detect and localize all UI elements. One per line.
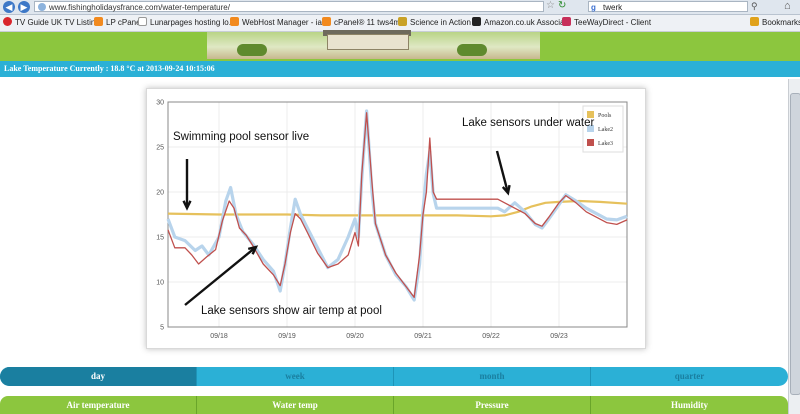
- vertical-scrollbar[interactable]: [788, 79, 800, 414]
- legend-swatch: [587, 125, 594, 132]
- annotation-text: Lake sensors under water: [462, 117, 594, 129]
- tab-humidity[interactable]: Humidity: [670, 400, 708, 410]
- bookmark-star-icon[interactable]: ☆: [546, 0, 555, 11]
- measurement-tabs: Air temperature Water temp Pressure Humi…: [0, 396, 788, 414]
- y-tick-label: 30: [156, 100, 164, 107]
- tab-air-temperature[interactable]: Air temperature: [0, 396, 197, 414]
- x-tick-label: 09/21: [414, 333, 432, 340]
- address-bar[interactable]: www.fishingholidaysfrance.com/water-temp…: [34, 1, 544, 12]
- status-text: Lake Temperature Currently : 18.8 °C at …: [4, 64, 215, 73]
- tag-icon: [562, 17, 571, 26]
- banner-house: [327, 34, 409, 50]
- x-tick-label: 09/18: [210, 333, 228, 340]
- heart-icon: [3, 17, 12, 26]
- tab-month[interactable]: month: [394, 367, 591, 386]
- annotation-arrowhead: [182, 200, 192, 211]
- cpanel-icon: [322, 17, 331, 26]
- browser-toolbar: ◀ ▶ www.fishingholidaysfrance.com/water-…: [0, 0, 800, 15]
- series-line-lake3: [167, 112, 628, 298]
- bookmark-item-amazon[interactable]: Amazon.co.uk Associa...: [472, 17, 571, 29]
- period-tabs: day week month quarter: [0, 367, 788, 386]
- tab-pressure[interactable]: Pressure: [394, 396, 591, 414]
- tab-week[interactable]: week: [197, 367, 394, 386]
- bookmark-item-teewaydirect[interactable]: TeeWayDirect - Client: [562, 17, 651, 29]
- banner-bush: [457, 44, 487, 56]
- annotation-arrowhead: [501, 184, 511, 196]
- y-tick-label: 5: [160, 325, 164, 332]
- annotation-arrow: [495, 150, 510, 194]
- bookmarks-bar: TV Guide UK TV Listin... LP cPanel Lunar…: [0, 15, 800, 32]
- search-icon[interactable]: ⚲: [751, 1, 758, 11]
- amazon-icon: [472, 17, 481, 26]
- bookmark-item-lp-cpanel[interactable]: LP cPanel: [94, 17, 142, 29]
- legend-label: Lake2: [598, 127, 613, 133]
- address-bar-url: www.fishingholidaysfrance.com/water-temp…: [49, 3, 230, 12]
- lake-temperature-status: Lake Temperature Currently : 18.8 °C at …: [0, 61, 800, 77]
- legend-label: Pools: [598, 113, 612, 119]
- bookmark-item-lunarpages[interactable]: Lunarpages hosting lo...: [138, 17, 235, 29]
- search-input[interactable]: g twerk: [588, 1, 748, 12]
- annotation-arrow: [184, 246, 257, 306]
- tab-quarter[interactable]: quarter: [674, 371, 705, 381]
- legend-swatch: [587, 139, 594, 146]
- y-tick-label: 20: [156, 190, 164, 197]
- site-header: [0, 30, 800, 61]
- folder-icon: [398, 17, 407, 26]
- cpanel-icon: [230, 17, 239, 26]
- x-tick-label: 09/19: [278, 333, 296, 340]
- bookmark-item-webhost-manager[interactable]: WebHost Manager - ia...: [230, 17, 329, 29]
- legend-label: Lake3: [598, 141, 613, 147]
- x-tick-label: 09/20: [346, 333, 364, 340]
- scrollbar-thumb[interactable]: [790, 93, 800, 395]
- google-icon: g: [591, 3, 596, 12]
- y-tick-label: 10: [156, 280, 164, 287]
- reload-icon[interactable]: ↻: [558, 0, 567, 11]
- chart-panel: 5 10 15 20 25 30 09/18 09/19 09/20 09/21 09/22 09/2…: [146, 88, 646, 349]
- legend-swatch: [587, 111, 594, 118]
- bookmark-item-bookmarks[interactable]: Bookmarks: [750, 17, 800, 29]
- bookmark-item-science-in-action[interactable]: Science in Action: [398, 17, 471, 29]
- search-input-value: twerk: [603, 3, 623, 12]
- banner-house-roof: [323, 30, 411, 36]
- tab-water-temp[interactable]: Water temp: [197, 396, 394, 414]
- annotation-text: Lake sensors show air temp at pool: [201, 305, 382, 317]
- annotation-arrowhead: [247, 245, 259, 255]
- banner-bush: [237, 44, 267, 56]
- y-tick-label: 25: [156, 145, 164, 152]
- y-tick-label: 15: [156, 235, 164, 242]
- back-arrow-icon[interactable]: ◀: [3, 1, 15, 13]
- annotation-text: Swimming pool sensor live: [173, 131, 309, 143]
- star-icon: [750, 17, 759, 26]
- bookmark-item-tv-guide[interactable]: TV Guide UK TV Listin...: [3, 17, 102, 29]
- x-tick-label: 09/22: [482, 333, 500, 340]
- home-icon[interactable]: ⌂: [784, 0, 791, 12]
- forward-arrow-icon[interactable]: ▶: [18, 1, 30, 13]
- temperature-chart: 5 10 15 20 25 30 09/18 09/19 09/20 09/21 09/22 09/2…: [156, 100, 628, 340]
- x-tick-label: 09/23: [550, 333, 568, 340]
- tab-day[interactable]: day: [0, 367, 197, 386]
- globe-icon: [38, 3, 46, 11]
- header-banner-image: [207, 30, 540, 59]
- page-icon: [138, 17, 147, 26]
- bookmark-item-cpanel-tws4me[interactable]: cPanel® 11 tws4me: [322, 17, 405, 29]
- cpanel-icon: [94, 17, 103, 26]
